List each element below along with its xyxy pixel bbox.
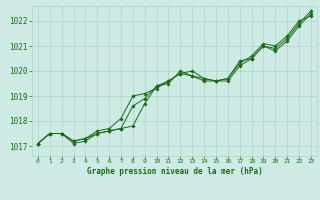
- X-axis label: Graphe pression niveau de la mer (hPa): Graphe pression niveau de la mer (hPa): [86, 167, 262, 176]
